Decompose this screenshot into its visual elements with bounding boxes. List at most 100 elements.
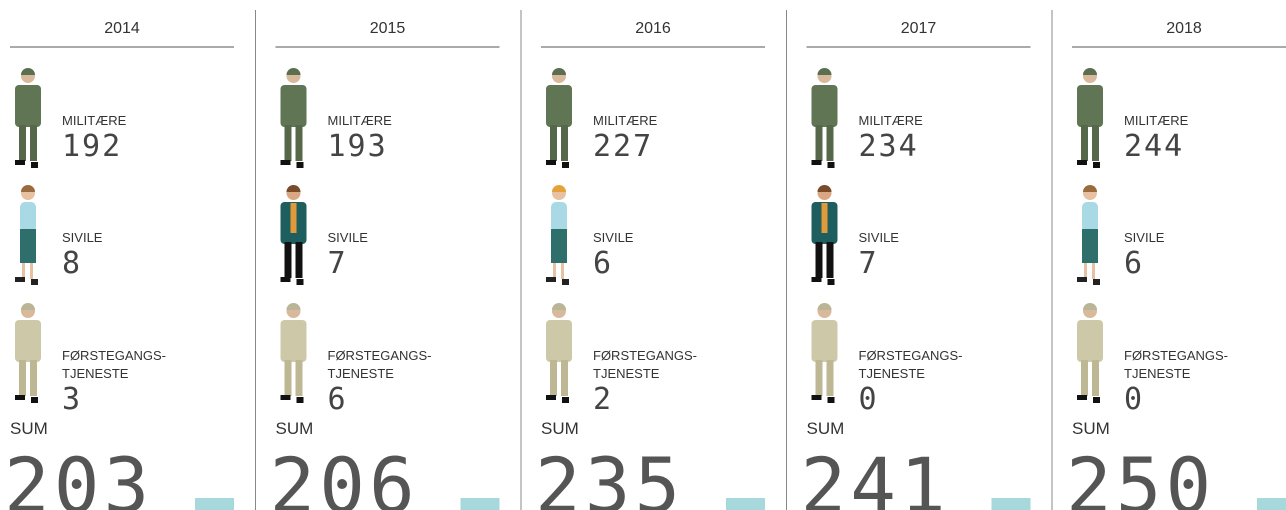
- shoe: [1077, 160, 1087, 165]
- group-label: FØRSTEGANGS-: [1124, 348, 1228, 363]
- year: 2017: [901, 20, 937, 37]
- accent-block: [991, 498, 1031, 510]
- leg: [284, 242, 292, 278]
- year: 2016: [635, 20, 671, 37]
- skirt: [20, 229, 36, 263]
- year: 2014: [104, 20, 140, 37]
- group-label: MILITÆRE: [593, 113, 658, 128]
- leg: [815, 242, 823, 278]
- leg: [553, 263, 556, 279]
- shoe: [280, 277, 291, 282]
- torso: [546, 85, 572, 127]
- figure: [15, 68, 41, 168]
- hair: [817, 68, 832, 75]
- shoe: [15, 395, 25, 400]
- hair: [817, 303, 832, 310]
- sum-value: 206: [270, 441, 419, 510]
- leg: [815, 360, 823, 396]
- hair: [21, 185, 35, 192]
- shoe: [31, 279, 38, 285]
- torso: [280, 85, 307, 127]
- shoe: [296, 397, 304, 403]
- shoe: [1093, 397, 1100, 403]
- figure: [546, 185, 569, 285]
- group-value: 7: [328, 246, 348, 281]
- group-value: 8: [62, 246, 82, 281]
- group-value: 6: [328, 382, 348, 417]
- hair: [286, 303, 301, 310]
- leg: [1092, 263, 1095, 279]
- sum-value: 250: [1066, 441, 1215, 510]
- leg: [30, 360, 37, 396]
- leg: [295, 360, 303, 396]
- accent-block: [460, 498, 500, 510]
- hair: [552, 68, 566, 75]
- leg: [826, 125, 834, 161]
- shoe: [280, 395, 291, 400]
- group-value: 193: [328, 129, 388, 164]
- torso: [15, 320, 41, 362]
- sum-label: SUM: [807, 419, 845, 438]
- figure: [811, 185, 838, 285]
- leg: [19, 125, 26, 161]
- group-label: TJENESTE: [859, 366, 926, 381]
- figure: [15, 185, 38, 285]
- leg: [550, 125, 557, 161]
- leg: [30, 125, 37, 161]
- figure: [546, 303, 572, 403]
- group-value: 0: [1124, 382, 1144, 417]
- skirt: [551, 229, 567, 263]
- leg: [1081, 360, 1088, 396]
- group-value: 192: [62, 129, 122, 164]
- torso: [1082, 202, 1098, 232]
- shoe: [31, 162, 38, 168]
- hair: [552, 303, 566, 310]
- hair: [552, 185, 566, 192]
- shoe: [827, 397, 835, 403]
- shoe: [546, 160, 556, 165]
- group-label: TJENESTE: [1124, 366, 1191, 381]
- torso: [551, 202, 567, 232]
- group-label: MILITÆRE: [62, 113, 127, 128]
- torso: [546, 320, 572, 362]
- figure: [280, 68, 307, 168]
- accent-block: [726, 498, 765, 510]
- group-label: TJENESTE: [62, 366, 129, 381]
- hair: [286, 185, 301, 192]
- shoe: [1093, 162, 1100, 168]
- shoe: [562, 162, 569, 168]
- group-label: SIVILE: [328, 230, 369, 245]
- leg: [1084, 263, 1087, 279]
- sum-value: 203: [4, 441, 153, 510]
- leg: [284, 360, 292, 396]
- sum-value: 241: [801, 441, 950, 510]
- figure: [280, 303, 307, 403]
- group-value: 3: [62, 382, 82, 417]
- torso: [811, 85, 838, 127]
- leg: [22, 263, 25, 279]
- hair: [1083, 185, 1097, 192]
- group-value: 7: [859, 246, 879, 281]
- group-label: FØRSTEGANGS-: [593, 348, 697, 363]
- sum-label: SUM: [10, 419, 48, 438]
- group-value: 234: [859, 129, 919, 164]
- shoe: [811, 160, 822, 165]
- leg: [1092, 125, 1099, 161]
- group-label: SIVILE: [593, 230, 634, 245]
- leg: [1081, 125, 1088, 161]
- leg: [561, 125, 568, 161]
- group-label: SIVILE: [1124, 230, 1165, 245]
- figure: [1077, 68, 1103, 168]
- shoe: [827, 162, 835, 168]
- group-label: MILITÆRE: [859, 113, 924, 128]
- torso: [1077, 85, 1103, 127]
- leg: [561, 263, 564, 279]
- shoe: [15, 160, 25, 165]
- shirt: [821, 203, 828, 233]
- figure: [1077, 185, 1100, 285]
- hair: [1083, 68, 1097, 75]
- torso: [811, 320, 838, 362]
- torso: [20, 202, 36, 232]
- year: 2015: [370, 20, 406, 37]
